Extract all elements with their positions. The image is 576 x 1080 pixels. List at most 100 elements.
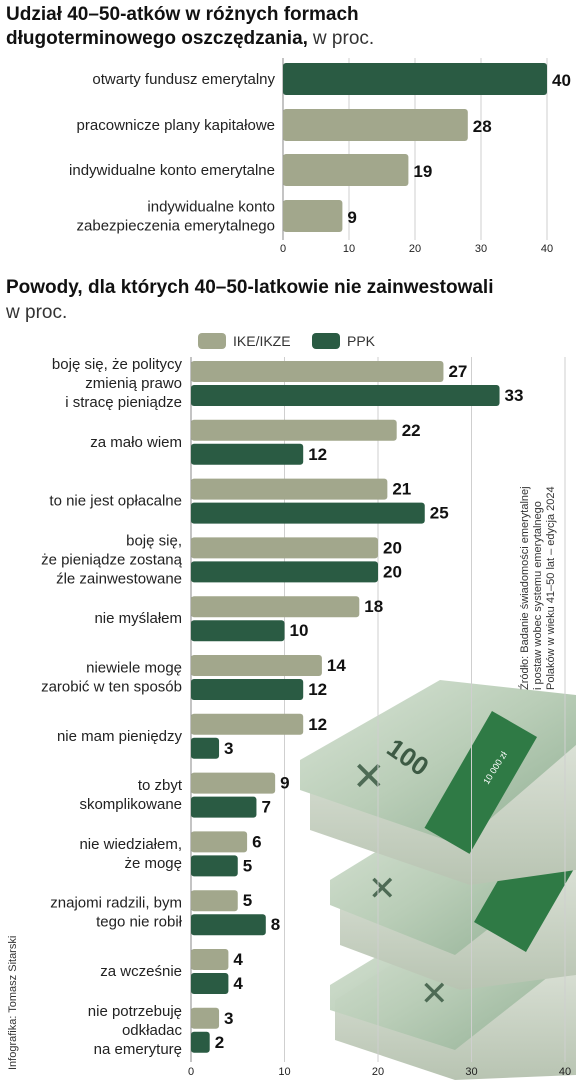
value-label-ike-ikze: 5: [243, 891, 252, 910]
chart-2-title: Powody, dla których 40–50-latkowie nie z…: [6, 277, 493, 298]
category-label: otwarty fundusz emerytalny: [92, 71, 275, 88]
x-tick-label: 30: [475, 243, 487, 255]
category-label: pracownicze plany kapitałowe: [77, 117, 275, 134]
value-label-ppk: 3: [224, 739, 233, 758]
value-label-ike-ikze: 9: [280, 774, 289, 793]
legend-swatch-ppk: [312, 333, 340, 349]
bar-ppk: [191, 561, 378, 583]
value-label-ppk: 20: [383, 562, 402, 581]
bar: [283, 109, 468, 141]
x-tick-label: 10: [343, 243, 355, 255]
category-label: indywidualne konto emerytalne: [69, 162, 275, 179]
value-label: 19: [413, 162, 432, 181]
bar: [283, 200, 343, 232]
x-tick-label: 0: [188, 1066, 194, 1078]
bar-ppk: [191, 443, 304, 465]
category-label: niewiele mogę zarobić w ten sposób: [41, 660, 182, 696]
value-label-ppk: 2: [215, 1033, 224, 1052]
chart-2: Powody, dla których 40–50-latkowie nie z…: [5, 277, 571, 1078]
x-tick-label: 10: [278, 1066, 290, 1078]
category-label: indywidualne konto zabezpieczenia emeryta…: [77, 199, 275, 235]
value-label-ike-ikze: 18: [364, 597, 383, 616]
value-label-ike-ikze: 6: [252, 832, 261, 851]
x-tick-label: 40: [559, 1066, 571, 1078]
bar-ppk: [191, 620, 285, 642]
bar-ike-ikze: [191, 419, 397, 441]
value-label-ppk: 4: [233, 974, 243, 993]
source-note-line1: Źródło: Badanie świadomości emerytalnej: [518, 486, 531, 690]
infographic-credit: Infografika: Tomasz Sitarski: [7, 936, 19, 1070]
chart-2-legend: IKE/IKZE PPK: [198, 333, 376, 349]
value-label-ppk: 12: [308, 445, 327, 464]
value-label-ike-ikze: 20: [383, 538, 402, 557]
x-tick-label: 20: [409, 243, 421, 255]
chart-2-x-axis: 0 10 20 30 40: [188, 1066, 571, 1078]
source-note-line3: Polaków w wieku 41–50 lat – edycja 2024: [545, 486, 557, 690]
value-label: 28: [473, 117, 492, 136]
x-tick-label: 30: [465, 1066, 477, 1078]
category-label: nie myślałem: [94, 610, 182, 627]
bar-ike-ikze: [191, 713, 304, 735]
value-label-ppk: 12: [308, 680, 327, 699]
value-label-ike-ikze: 14: [327, 656, 346, 675]
bar: [283, 63, 547, 95]
banknote-cross-icon: ✕: [352, 755, 386, 799]
banknote-cross-icon: ✕: [368, 870, 397, 908]
legend-label-ike: IKE/IKZE: [233, 333, 291, 349]
bar-ike-ikze: [191, 361, 444, 382]
category-label: boję się, że politycy zmienią prawo i stra…: [52, 356, 183, 411]
value-label-ppk: 7: [261, 798, 270, 817]
value-label-ike-ikze: 21: [392, 480, 411, 499]
bar-ppk: [191, 737, 220, 759]
category-label: to zbyt skomplikowane: [79, 777, 182, 813]
bar-ppk: [191, 385, 500, 406]
bar-ppk: [191, 1031, 210, 1053]
chart-1: Udział 40–50-atków w różnych formach dłu…: [6, 4, 571, 255]
bar-ike-ikze: [191, 831, 248, 853]
category-label: to nie jest opłacalne: [49, 493, 182, 510]
banknote-cross-icon: ✕: [420, 975, 449, 1013]
chart-1-title-line2: długoterminowego oszczędzania, w proc.: [6, 28, 374, 49]
category-label: nie potrzebuję odkładac na emeryturę: [88, 1003, 183, 1058]
chart-1-bars: 40 otwarty fundusz emerytalny 28 pracownicz…: [69, 63, 571, 235]
value-label-ppk: 25: [430, 504, 449, 523]
x-tick-label: 20: [372, 1066, 384, 1078]
bar-ppk: [191, 855, 238, 877]
legend-swatch-ike: [198, 333, 226, 349]
value-label-ike-ikze: 12: [308, 715, 327, 734]
chart-2-gridlines: [190, 357, 566, 1062]
bar-ike-ikze: [191, 949, 229, 970]
chart-1-title: Udział 40–50-atków w różnych formach: [6, 4, 359, 25]
bar-ike-ikze: [191, 478, 388, 500]
category-label: za mało wiem: [90, 434, 182, 451]
category-label: boję się, że pieniądze zostaną źle zainwes…: [41, 532, 183, 587]
bar-ike-ikze: [191, 1007, 220, 1029]
value-label: 40: [552, 71, 571, 90]
value-label-ike-ikze: 27: [448, 362, 467, 381]
legend-label-ppk: PPK: [347, 333, 376, 349]
bar-ike-ikze: [191, 655, 322, 676]
category-label: nie mam pieniędzy: [57, 728, 183, 745]
bar-ike-ikze: [191, 537, 378, 559]
x-tick-label: 40: [541, 243, 553, 255]
x-tick-label: 0: [280, 243, 286, 255]
value-label-ppk: 33: [505, 386, 524, 405]
value-label-ppk: 10: [290, 621, 309, 640]
value-label-ike-ikze: 3: [224, 1009, 233, 1028]
value-label: 9: [347, 208, 356, 227]
bar-ppk: [191, 973, 229, 994]
bar-ppk: [191, 796, 257, 818]
category-label: za wcześnie: [100, 963, 182, 980]
source-note-line2: i postaw wobec systemu emerytalnego: [532, 501, 544, 690]
value-label-ppk: 5: [243, 856, 252, 875]
value-label-ppk: 8: [271, 915, 280, 934]
bar-ppk: [191, 679, 304, 700]
value-label-ike-ikze: 4: [233, 950, 243, 969]
bar-ike-ikze: [191, 772, 276, 794]
category-label: nie wiedziałem, że mogę: [79, 836, 182, 872]
bar-ppk: [191, 502, 425, 524]
chart-2-unit: w proc.: [5, 302, 67, 323]
bar-ppk: [191, 914, 266, 936]
bar-ike-ikze: [191, 596, 360, 618]
